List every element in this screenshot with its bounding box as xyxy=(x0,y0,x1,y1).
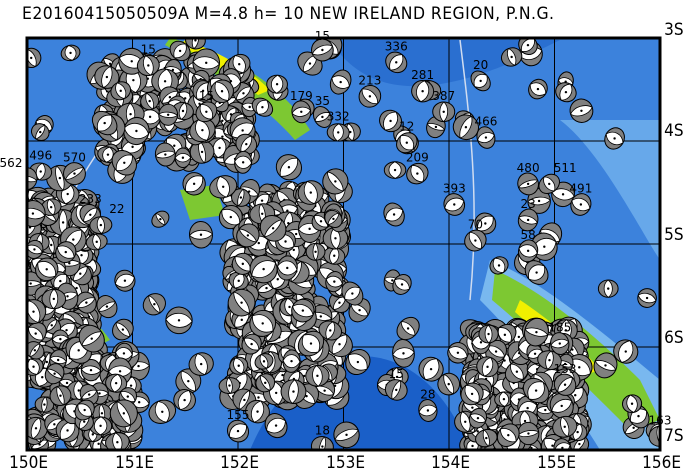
ball-center xyxy=(34,332,37,335)
ball-center xyxy=(64,250,67,254)
ball-center xyxy=(332,217,335,221)
ball-center xyxy=(338,301,341,304)
ball-center xyxy=(544,408,547,412)
ball-center xyxy=(243,398,246,402)
ball-center xyxy=(523,419,527,423)
ball-center xyxy=(85,301,88,304)
ball-center xyxy=(80,254,83,257)
ball-center xyxy=(476,430,479,433)
ball-center xyxy=(319,315,323,318)
ball-center xyxy=(503,333,507,337)
ball-center xyxy=(246,234,250,237)
ball-center xyxy=(257,241,260,245)
ball-center xyxy=(237,364,240,367)
ball-center xyxy=(61,221,65,224)
ball-center xyxy=(240,318,243,322)
ball-center xyxy=(50,243,53,247)
ball-center xyxy=(274,391,278,395)
ball-center xyxy=(471,406,474,409)
ball-center xyxy=(494,350,498,353)
ball-center xyxy=(338,343,341,346)
ball-center xyxy=(229,215,232,219)
ball-center xyxy=(66,295,69,298)
ball-center xyxy=(301,309,305,312)
ball-center xyxy=(292,390,295,393)
ball-center xyxy=(308,227,311,231)
focal-mechanism xyxy=(305,242,326,261)
ball-center xyxy=(515,370,519,373)
ball-center xyxy=(31,212,35,215)
ball-center xyxy=(45,268,48,271)
ball-center xyxy=(50,324,53,327)
ball-center xyxy=(239,196,243,199)
ball-center xyxy=(334,237,337,240)
ball-center xyxy=(323,389,326,392)
shallow-east xyxy=(560,120,660,260)
ball-center xyxy=(485,436,488,440)
ball-center xyxy=(59,337,62,341)
ball-center xyxy=(294,232,298,236)
ball-center xyxy=(257,396,260,399)
ball-center xyxy=(574,394,577,397)
ball-center xyxy=(262,360,266,363)
ball-center xyxy=(250,342,253,346)
ball-center xyxy=(292,248,295,252)
ball-center xyxy=(517,335,521,339)
ball-center xyxy=(261,212,264,215)
ball-center xyxy=(72,238,75,241)
ball-center xyxy=(526,406,529,410)
ball-center xyxy=(49,205,53,209)
ball-center xyxy=(486,365,489,369)
ball-center xyxy=(65,328,68,332)
ball-center xyxy=(502,397,506,401)
ball-center xyxy=(265,286,268,290)
ball-center xyxy=(329,329,332,332)
ball-center xyxy=(79,272,82,275)
ball-center xyxy=(261,322,264,325)
ball-center xyxy=(29,282,32,285)
deep-basin xyxy=(330,40,560,87)
ball-center xyxy=(314,250,317,253)
map-layers xyxy=(27,38,660,450)
ball-center xyxy=(237,279,240,283)
ball-center xyxy=(241,262,245,266)
ball-center xyxy=(309,191,312,194)
ball-center xyxy=(32,310,35,313)
ball-center xyxy=(333,254,336,257)
ball-center xyxy=(309,342,313,345)
ball-center xyxy=(288,305,291,309)
ball-center xyxy=(59,279,62,283)
plate-boundary-east xyxy=(459,39,475,301)
ball-center xyxy=(578,442,581,446)
ball-center xyxy=(264,381,267,385)
ball-center xyxy=(471,444,474,448)
ball-center xyxy=(240,301,243,304)
ball-center xyxy=(319,220,323,223)
map-title: E20160415050509A M=4.8 h= 10 NEW IRELAND… xyxy=(22,4,555,24)
ball-center xyxy=(260,199,264,202)
